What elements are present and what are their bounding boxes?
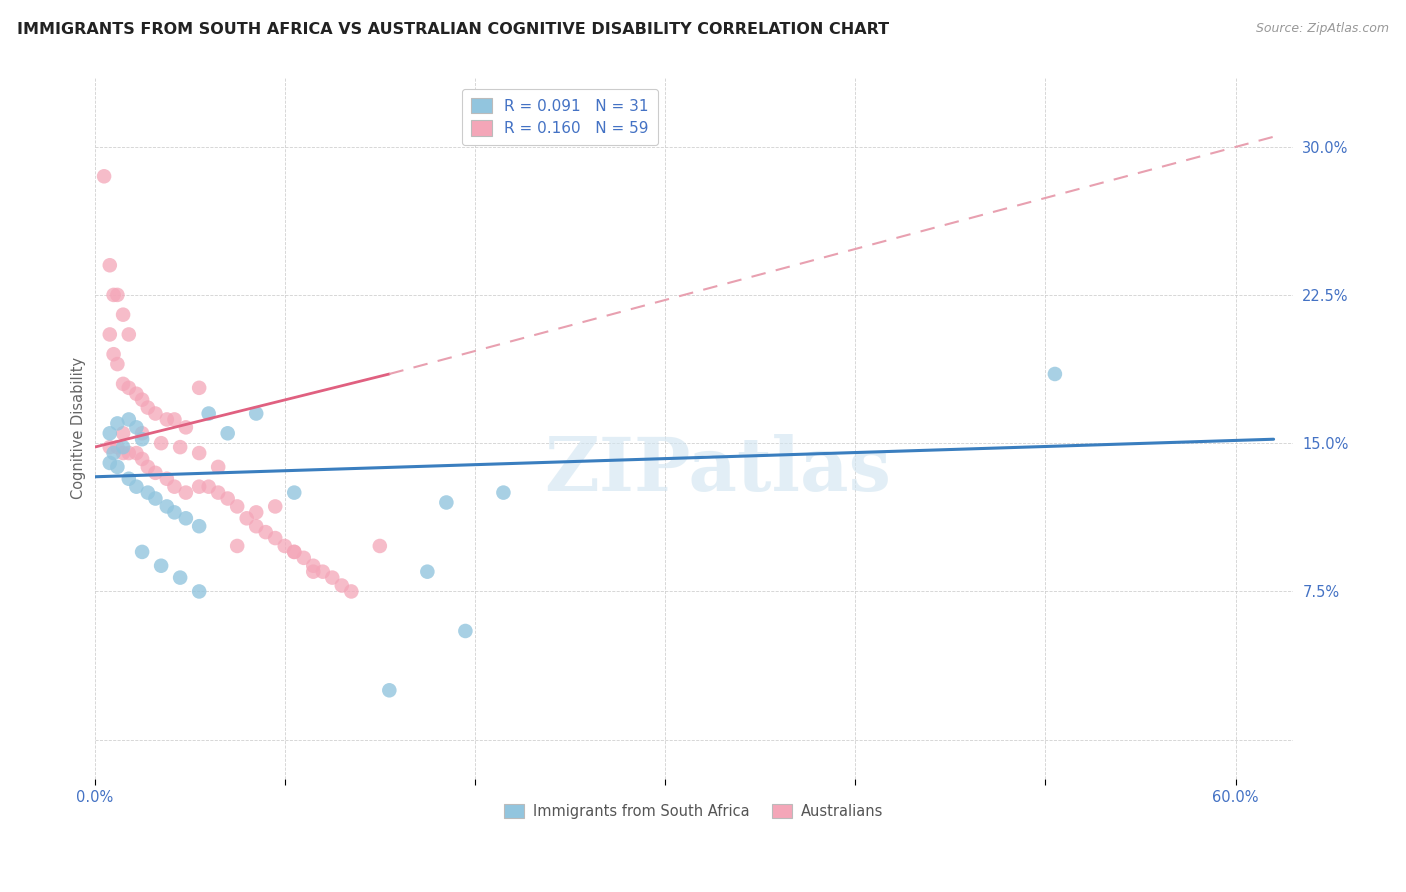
Point [188,446,211,460]
Point [302,558,325,573]
Point [105,459,128,474]
Point [207,485,229,500]
Point [125,420,148,434]
Point [98,440,121,454]
Point [118,472,141,486]
Point [118,381,141,395]
Point [163,412,186,426]
Point [188,480,211,494]
Point [169,571,191,585]
Point [150,436,173,450]
Point [112,426,135,441]
Point [188,381,211,395]
Point [274,539,297,553]
Point [136,401,159,415]
Y-axis label: Cognitive Disability: Cognitive Disability [72,358,86,500]
Point [188,584,211,599]
Point [105,357,128,371]
Point [98,456,121,470]
Point [245,407,267,421]
Point [131,545,153,559]
Point [264,531,287,545]
Text: IMMIGRANTS FROM SOUTH AFRICA VS AUSTRALIAN COGNITIVE DISABILITY CORRELATION CHAR: IMMIGRANTS FROM SOUTH AFRICA VS AUSTRALI… [17,22,889,37]
Point [302,565,325,579]
Point [103,347,125,361]
Point [378,683,401,698]
Point [103,288,125,302]
Point [118,412,141,426]
Point [207,459,229,474]
Point [254,525,277,540]
Point [145,466,167,480]
Point [150,558,173,573]
Point [174,485,197,500]
Point [125,446,148,460]
Point [112,308,135,322]
Point [112,376,135,391]
Point [283,545,305,559]
Point [217,491,239,506]
Point [131,426,153,441]
Point [118,327,141,342]
Point [197,407,219,421]
Point [226,500,249,514]
Point [103,446,125,460]
Point [136,459,159,474]
Point [125,480,148,494]
Point [226,539,249,553]
Point [156,472,179,486]
Point [434,495,457,509]
Point [98,426,121,441]
Point [330,578,353,592]
Point [321,571,343,585]
Text: ZIPatlas: ZIPatlas [544,434,891,507]
Point [105,440,128,454]
Point [169,440,191,454]
Point [145,491,167,506]
Point [105,288,128,302]
Point [112,446,135,460]
Point [245,505,267,519]
Point [416,565,439,579]
Point [105,417,128,431]
Point [492,485,515,500]
Point [112,440,135,454]
Point [1043,367,1066,381]
Point [98,327,121,342]
Point [163,505,186,519]
Point [131,392,153,407]
Point [174,511,197,525]
Point [197,480,219,494]
Point [292,550,315,565]
Point [283,485,305,500]
Point [145,407,167,421]
Point [454,624,477,638]
Point [312,565,335,579]
Point [340,584,363,599]
Point [131,452,153,467]
Point [368,539,391,553]
Point [245,519,267,533]
Legend: Immigrants from South Africa, Australians: Immigrants from South Africa, Australian… [498,798,889,824]
Point [131,432,153,446]
Point [163,480,186,494]
Point [156,500,179,514]
Point [156,412,179,426]
Point [93,169,115,184]
Point [283,545,305,559]
Point [98,258,121,272]
Point [235,511,257,525]
Text: Source: ZipAtlas.com: Source: ZipAtlas.com [1256,22,1389,36]
Point [188,519,211,533]
Point [264,500,287,514]
Point [125,386,148,401]
Point [118,446,141,460]
Point [136,485,159,500]
Point [174,420,197,434]
Point [217,426,239,441]
